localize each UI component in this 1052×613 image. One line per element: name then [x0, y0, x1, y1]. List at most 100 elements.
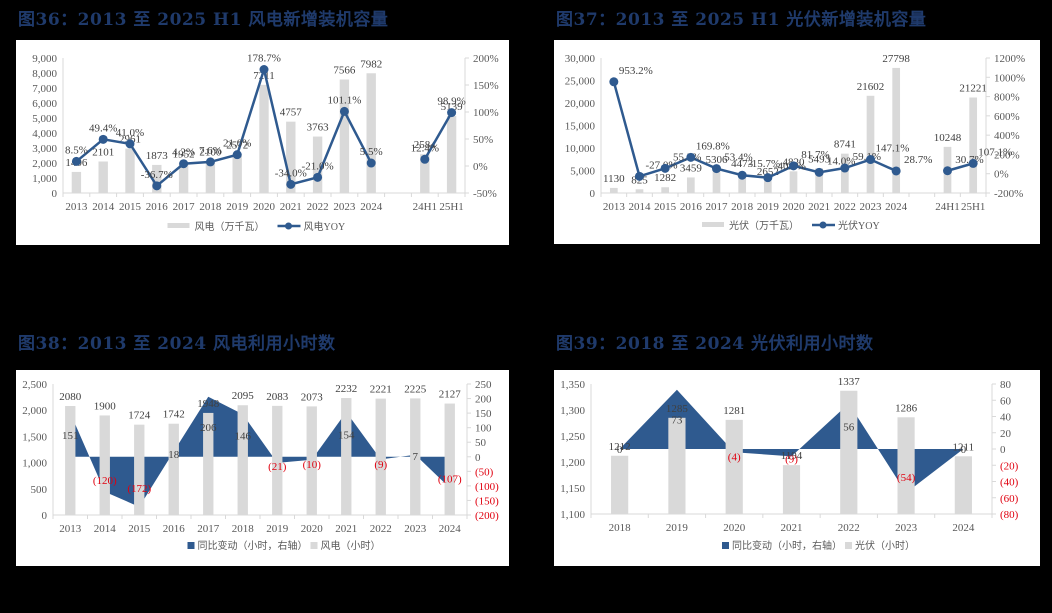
svg-text:5,000: 5,000 — [570, 166, 595, 178]
svg-text:2021: 2021 — [335, 523, 357, 535]
svg-text:2022: 2022 — [838, 522, 860, 534]
svg-text:3459: 3459 — [680, 162, 703, 174]
svg-text:953.2%: 953.2% — [619, 65, 653, 77]
svg-text:178.7%: 178.7% — [247, 53, 281, 65]
figure-38-title: 图38：2013 至 2024 风电利用小时数 — [18, 334, 336, 354]
svg-text:0: 0 — [961, 444, 967, 456]
svg-text:0: 0 — [475, 452, 481, 464]
svg-text:风电（万千瓦）: 风电（万千瓦） — [195, 220, 265, 233]
svg-text:1337: 1337 — [838, 376, 861, 388]
svg-text:1,150: 1,150 — [560, 483, 585, 495]
svg-text:(21): (21) — [268, 461, 287, 473]
svg-text:1,250: 1,250 — [560, 431, 585, 443]
svg-text:24H1: 24H1 — [413, 201, 437, 213]
svg-text:2016: 2016 — [680, 201, 703, 213]
svg-text:2020: 2020 — [723, 522, 746, 534]
svg-text:151: 151 — [62, 430, 79, 442]
svg-text:53.4%: 53.4% — [724, 152, 752, 164]
svg-text:2100: 2100 — [199, 147, 222, 159]
svg-text:1282: 1282 — [654, 172, 676, 184]
svg-text:100%: 100% — [473, 107, 499, 119]
svg-text:1286: 1286 — [895, 402, 918, 414]
svg-text:(4): (4) — [728, 452, 741, 464]
svg-text:-200%: -200% — [994, 188, 1023, 200]
svg-text:2023: 2023 — [333, 201, 356, 213]
svg-text:(100): (100) — [475, 481, 499, 493]
svg-text:光伏YOY: 光伏YOY — [838, 219, 880, 232]
svg-text:60: 60 — [1000, 395, 1012, 407]
svg-text:73: 73 — [671, 414, 683, 426]
svg-text:1285: 1285 — [666, 403, 689, 415]
svg-text:1,500: 1,500 — [22, 431, 47, 443]
svg-text:25,000: 25,000 — [565, 76, 596, 88]
svg-text:169.8%: 169.8% — [696, 140, 730, 152]
svg-text:50: 50 — [475, 437, 487, 449]
svg-text:2024: 2024 — [439, 523, 462, 535]
svg-text:0%: 0% — [473, 161, 488, 173]
svg-text:2013: 2013 — [59, 523, 82, 535]
wind-capacity-chart: 0 1,000 2,000 3,000 4,000 5,000 6,000 7,000 8,00… — [16, 40, 509, 245]
svg-text:1000%: 1000% — [994, 72, 1025, 84]
svg-text:24H1: 24H1 — [935, 201, 959, 213]
svg-text:8741: 8741 — [834, 139, 856, 151]
svg-text:20,000: 20,000 — [565, 98, 596, 110]
solar-capacity-chart: 0 5,000 10,000 15,000 20,000 25,000 30,000 -200… — [554, 40, 1040, 244]
svg-text:146: 146 — [235, 431, 252, 443]
svg-text:101.1%: 101.1% — [327, 94, 361, 106]
svg-text:6,000: 6,000 — [32, 98, 57, 110]
svg-text:5139: 5139 — [441, 101, 464, 113]
svg-text:4,000: 4,000 — [32, 128, 57, 140]
svg-text:2019: 2019 — [666, 522, 689, 534]
svg-text:1130: 1130 — [603, 173, 625, 185]
svg-text:7.6%: 7.6% — [199, 145, 222, 157]
svg-text:2017: 2017 — [706, 201, 729, 213]
svg-text:2018: 2018 — [609, 522, 632, 534]
svg-text:2,500: 2,500 — [22, 379, 47, 391]
svg-text:4757: 4757 — [280, 107, 303, 119]
svg-text:7566: 7566 — [333, 65, 356, 77]
svg-text:-34.0%: -34.0% — [275, 167, 307, 179]
svg-text:41.0%: 41.0% — [116, 127, 144, 139]
svg-text:2013: 2013 — [603, 201, 626, 213]
svg-text:2014: 2014 — [629, 201, 652, 213]
svg-text:(107): (107) — [438, 473, 462, 485]
svg-text:2023: 2023 — [860, 201, 883, 213]
svg-text:49.4%: 49.4% — [89, 122, 117, 134]
svg-text:(172): (172) — [127, 483, 151, 495]
svg-text:2023: 2023 — [404, 523, 427, 535]
svg-text:81.7%: 81.7% — [801, 149, 829, 161]
svg-text:2014: 2014 — [94, 523, 117, 535]
svg-text:2018: 2018 — [199, 201, 222, 213]
svg-text:21602: 21602 — [857, 81, 885, 93]
svg-text:600%: 600% — [994, 111, 1020, 123]
svg-text:2019: 2019 — [757, 201, 780, 213]
svg-text:25H1: 25H1 — [961, 201, 985, 213]
svg-text:2022: 2022 — [370, 523, 392, 535]
svg-text:(60): (60) — [1000, 493, 1019, 505]
svg-text:20: 20 — [1000, 428, 1012, 440]
svg-text:15,000: 15,000 — [565, 121, 596, 133]
svg-text:2021: 2021 — [781, 522, 803, 534]
svg-text:0: 0 — [1000, 444, 1006, 456]
svg-text:2020: 2020 — [783, 201, 806, 213]
svg-text:2016: 2016 — [163, 523, 186, 535]
svg-text:2014: 2014 — [92, 201, 115, 213]
svg-text:1,350: 1,350 — [560, 379, 585, 391]
svg-text:18: 18 — [168, 449, 180, 461]
svg-text:2024: 2024 — [885, 201, 908, 213]
svg-text:(50): (50) — [475, 466, 494, 478]
svg-text:800%: 800% — [994, 92, 1020, 104]
svg-text:56: 56 — [843, 421, 855, 433]
svg-text:同比变动（小时，右轴）: 同比变动（小时，右轴） — [732, 539, 842, 552]
svg-text:2127: 2127 — [439, 389, 462, 401]
svg-text:7982: 7982 — [360, 58, 382, 70]
svg-text:7,000: 7,000 — [32, 83, 57, 95]
svg-text:25H1: 25H1 — [439, 201, 463, 213]
svg-text:10,000: 10,000 — [565, 143, 596, 155]
svg-text:50%: 50% — [473, 134, 493, 146]
svg-text:150%: 150% — [473, 80, 499, 92]
svg-text:1873: 1873 — [146, 150, 169, 162]
svg-text:10248: 10248 — [934, 132, 962, 144]
svg-text:2017: 2017 — [173, 201, 196, 213]
svg-text:154: 154 — [338, 429, 355, 441]
